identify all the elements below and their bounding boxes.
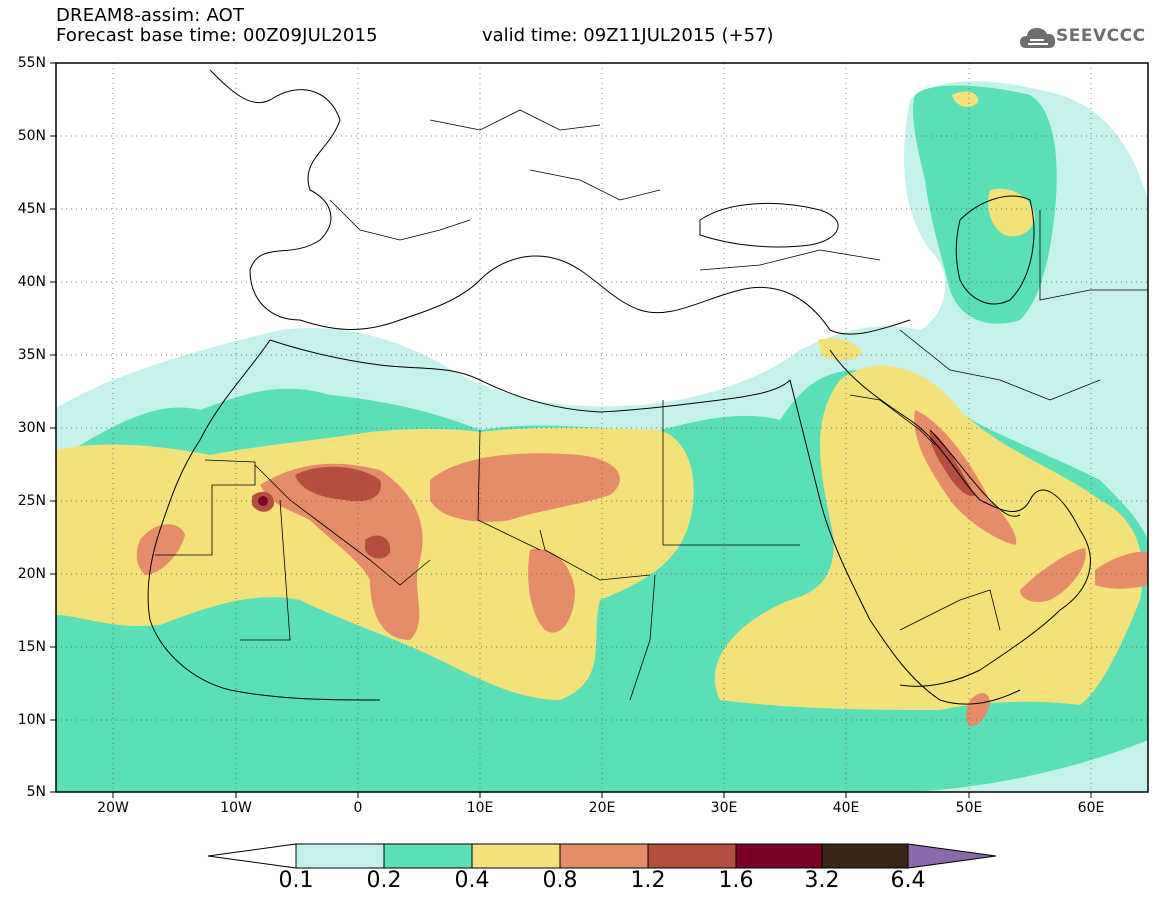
colorbar-label-0-4: 0.4 bbox=[454, 868, 490, 893]
colorbar-label-0-8: 0.8 bbox=[542, 868, 578, 893]
border-niger-chad bbox=[539, 529, 651, 581]
lat-label-20n: 20N bbox=[17, 566, 46, 582]
lat-label-50n: 50N bbox=[17, 128, 46, 144]
lon-label-10e: 10E bbox=[466, 800, 494, 816]
aot-band-0-8-oman bbox=[1020, 548, 1086, 602]
lon-label-20e: 20E bbox=[588, 800, 616, 816]
colorbar-bin-1-2 bbox=[647, 843, 737, 869]
border-mauritania bbox=[155, 459, 256, 556]
lat-label-15n: 15N bbox=[17, 639, 46, 655]
axis-ticks bbox=[50, 62, 1092, 798]
aot-caspian-patch bbox=[913, 85, 1057, 324]
aot-band-0-8-libya bbox=[430, 453, 620, 522]
colorbar bbox=[207, 843, 997, 869]
aot-north-yellow bbox=[952, 91, 979, 107]
colorbar-bin-0-2 bbox=[383, 843, 473, 869]
borders bbox=[155, 109, 1148, 701]
title-base-time: Forecast base time: 00Z09JUL2015 bbox=[56, 25, 378, 46]
coast-black-sea bbox=[699, 202, 839, 248]
border-egypt bbox=[662, 400, 800, 546]
lon-label-40e: 40E bbox=[832, 800, 860, 816]
coastlines bbox=[147, 69, 1091, 705]
aot-band-0-8-chad bbox=[528, 549, 575, 633]
border-mali bbox=[240, 499, 291, 641]
colorbar-bin-1-6 bbox=[735, 843, 823, 869]
aot-band-0-8-mauritania bbox=[136, 524, 185, 575]
title-valid-time: valid time: 09Z11JUL2015 (+57) bbox=[482, 25, 774, 46]
aot-band-1-2 bbox=[295, 466, 381, 502]
lon-label-50e: 50E bbox=[955, 800, 983, 816]
colorbar-bin-0-1 bbox=[295, 843, 385, 869]
colorbar-bin-0-8 bbox=[559, 843, 649, 869]
colorbar-below bbox=[207, 843, 297, 869]
border-europe-c bbox=[529, 169, 661, 201]
coast-persian-gulf bbox=[929, 429, 1021, 517]
lon-label-0: 0 bbox=[353, 800, 363, 816]
border-algeria-mali bbox=[254, 464, 431, 586]
coast-red-sea bbox=[789, 379, 1021, 705]
graticule bbox=[56, 63, 1148, 792]
colorbar-label-6-4: 6.4 bbox=[890, 868, 926, 893]
border-yemen bbox=[899, 589, 1001, 631]
border-kazakh bbox=[1039, 210, 1148, 301]
lat-label-30n: 30N bbox=[17, 420, 46, 436]
coast-africa-west bbox=[147, 339, 381, 701]
lat-label-45n: 45N bbox=[17, 201, 46, 217]
lat-label-40n: 40N bbox=[17, 274, 46, 290]
colorbar-label-3-2: 3.2 bbox=[804, 868, 840, 893]
aot-band-1-6-peak bbox=[258, 496, 268, 506]
border-libya bbox=[477, 429, 541, 551]
coast-caspian bbox=[955, 195, 1035, 305]
border-iran bbox=[899, 329, 1101, 401]
colorbar-bin-0-4 bbox=[471, 843, 561, 869]
coast-arabia bbox=[829, 349, 1091, 687]
lat-label-5n: 5N bbox=[26, 784, 46, 800]
border-saudi bbox=[849, 394, 936, 446]
lon-label-30e: 30E bbox=[710, 800, 738, 816]
lon-label-60e: 60E bbox=[1077, 800, 1105, 816]
aot-band-1-2-south bbox=[365, 535, 391, 559]
lat-label-35n: 35N bbox=[17, 347, 46, 363]
lat-label-25n: 25N bbox=[17, 493, 46, 509]
colorbar-above bbox=[907, 843, 997, 869]
logo-text: SEEVCCC bbox=[1056, 26, 1146, 46]
border-europe-a bbox=[329, 199, 471, 241]
lat-label-55n: 55N bbox=[17, 55, 46, 71]
border-turkey bbox=[699, 249, 881, 271]
lat-label-10n: 10N bbox=[17, 712, 46, 728]
aot-arabia-yellow bbox=[714, 365, 1143, 710]
colorbar-bin-3-2 bbox=[821, 843, 909, 869]
aot-caspian-yellow bbox=[988, 188, 1035, 237]
border-sudan bbox=[629, 574, 656, 701]
colorbar-label-0-1: 0.1 bbox=[278, 868, 314, 893]
aot-field bbox=[56, 81, 1148, 792]
colorbar-label-1-6: 1.6 bbox=[718, 868, 754, 893]
title-model: DREAM8-assim: AOT bbox=[56, 5, 245, 26]
colorbar-label-0-2: 0.2 bbox=[366, 868, 402, 893]
coast-europe bbox=[209, 69, 911, 335]
lon-label-20w: 20W bbox=[97, 800, 129, 816]
aot-band-0-8-somalia bbox=[966, 693, 990, 727]
border-europe-b bbox=[429, 109, 601, 131]
cloud-icon bbox=[1020, 28, 1056, 48]
aot-band-0-8-arabian-sea bbox=[1095, 551, 1148, 589]
coast-africa-north bbox=[269, 339, 791, 413]
lon-label-10w: 10W bbox=[220, 800, 252, 816]
colorbar-label-1-2: 1.2 bbox=[630, 868, 666, 893]
